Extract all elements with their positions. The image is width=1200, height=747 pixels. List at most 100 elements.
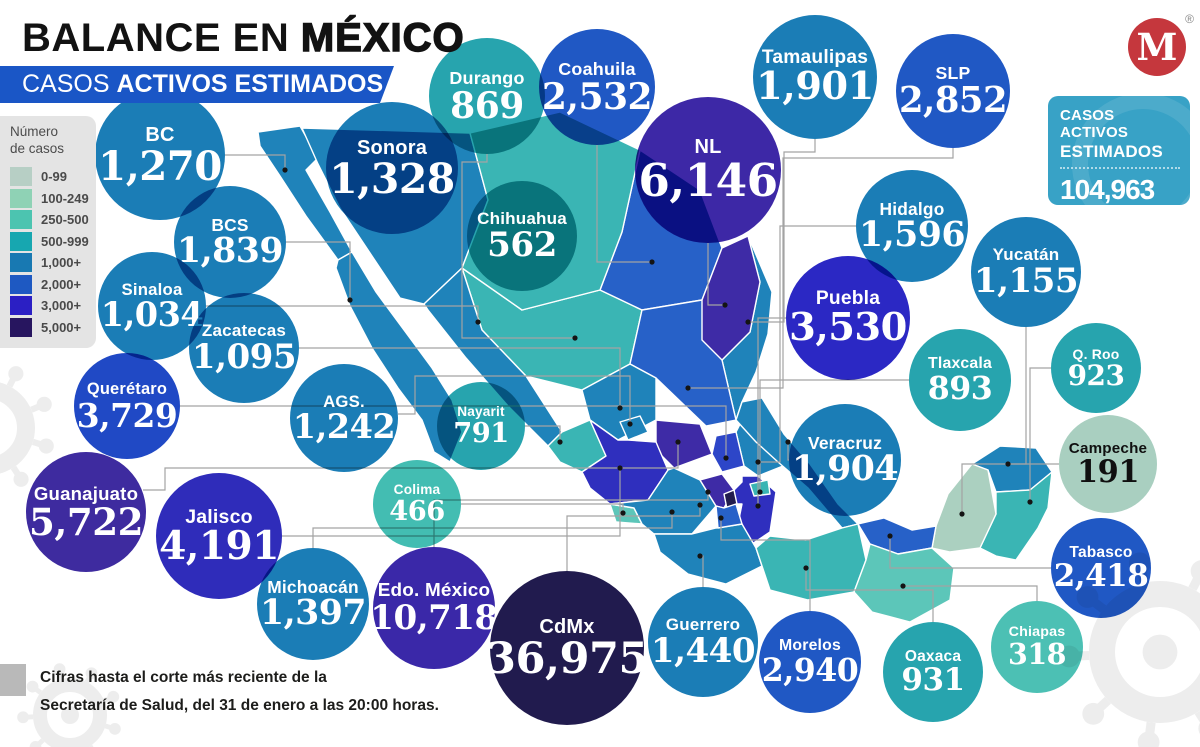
anchor-dot-colima bbox=[620, 510, 626, 516]
anchor-dot-yucatán bbox=[1005, 461, 1011, 467]
anchor-dot-slp bbox=[685, 385, 691, 391]
bubble-querétaro: Querétaro 3,729 bbox=[74, 353, 180, 459]
connector-q-roo bbox=[1029, 367, 1051, 502]
anchor-dot-jalisco bbox=[617, 465, 623, 471]
bubble-state-name: Nayarit bbox=[457, 404, 505, 420]
state-shape-nl bbox=[701, 235, 761, 361]
legend-item-3000: 3,000+ bbox=[10, 295, 96, 317]
bubble-circle bbox=[539, 29, 655, 145]
bubble-zacatecas: Zacatecas 1,095 bbox=[189, 293, 299, 403]
state-shape-ags- bbox=[619, 415, 649, 441]
bubble-circle bbox=[1051, 323, 1141, 413]
bubble-state-name: Tamaulipas bbox=[761, 47, 869, 69]
bubble-state-value: 1,242 bbox=[292, 407, 396, 447]
bubble-circle bbox=[896, 34, 1010, 148]
anchor-dot-coahuila bbox=[649, 259, 655, 265]
bubble-state-value: 1,155 bbox=[973, 261, 1079, 302]
bubble-state-value: 923 bbox=[1067, 358, 1125, 392]
state-shape-campeche bbox=[931, 463, 997, 553]
bubble-circle bbox=[373, 547, 495, 669]
bubble-circle bbox=[290, 364, 398, 472]
bubble-circle bbox=[490, 571, 644, 725]
anchor-dot-hidalgo bbox=[755, 459, 761, 465]
bubble-state-value: 1,095 bbox=[191, 337, 297, 378]
bubble-state-value: 1,270 bbox=[98, 141, 222, 190]
connector-bc bbox=[225, 154, 286, 170]
legend-label: 100-249 bbox=[41, 190, 89, 206]
bubble-state-name: Tlaxcala bbox=[928, 355, 992, 373]
legend-title: Número de casos bbox=[10, 124, 65, 156]
anchor-dot-q-roo bbox=[1027, 499, 1033, 505]
bubble-state-name: Chiapas bbox=[1008, 624, 1066, 641]
bubble-circle bbox=[883, 622, 983, 722]
legend-swatch bbox=[10, 231, 32, 251]
connector-tabasco bbox=[889, 536, 1051, 569]
bubble-state-name: Querétaro bbox=[86, 380, 168, 399]
bubble-state-value: 1,904 bbox=[791, 448, 899, 490]
bubble-colima: Colima 466 bbox=[373, 460, 461, 548]
bubble-state-value: 1,397 bbox=[259, 592, 367, 634]
bubble-state-name: Edo. México bbox=[377, 580, 491, 602]
bubble-circle bbox=[156, 473, 282, 599]
anchor-dot-durango bbox=[572, 335, 578, 341]
subtitle-regular: CASOS bbox=[22, 70, 117, 98]
legend-swatch bbox=[10, 296, 32, 315]
legend-label: 2,000+ bbox=[41, 276, 82, 292]
bubble-state-name: Morelos bbox=[779, 637, 841, 655]
state-shape-q-roo bbox=[979, 471, 1053, 561]
connector-guanajuato bbox=[143, 442, 679, 491]
connector-zacatecas bbox=[299, 347, 621, 408]
bubble-yucatán: Yucatán 1,155 bbox=[971, 217, 1081, 327]
connector-durango bbox=[461, 154, 575, 339]
legend-panel: Número de casos 0-99 100-249 250-500 500-99… bbox=[0, 116, 96, 348]
bubble-tamaulipas: Tamaulipas 1,901 bbox=[753, 15, 877, 139]
bubble-state-name: Coahuila bbox=[558, 58, 636, 79]
bubble-state-name: Durango bbox=[449, 67, 525, 88]
milenio-logo-icon: M bbox=[1128, 18, 1186, 76]
anchor-dot-nayarit bbox=[557, 439, 563, 445]
bubble-state-value: 1,596 bbox=[858, 214, 966, 256]
legend-rows: 0-99 100-249 250-500 500-999 1,000+ 2,000+ 3,0… bbox=[10, 166, 96, 338]
bubble-nl: NL 6,146 bbox=[635, 97, 781, 243]
bubble-michoacán: Michoacán 1,397 bbox=[257, 548, 369, 660]
legend-label: 250-500 bbox=[41, 212, 89, 227]
bubble-state-name: CdMx bbox=[539, 615, 595, 638]
bubble-state-name: BC bbox=[145, 123, 175, 146]
connector-ags- bbox=[398, 375, 631, 424]
anchor-dot-guanajuato bbox=[675, 439, 681, 445]
registered-mark: ® bbox=[1185, 12, 1194, 26]
title-bold: MÉXICO bbox=[300, 15, 465, 60]
connector-slp bbox=[688, 148, 954, 389]
anchor-dot-cdmx bbox=[697, 502, 703, 508]
bubble-circle bbox=[786, 256, 910, 380]
bubble-state-value: 931 bbox=[901, 661, 965, 698]
bubble-edo-méxico: Edo. México 10,718 bbox=[370, 547, 498, 669]
bubble-sonora: Sonora 1,328 bbox=[326, 102, 458, 234]
anchor-dot-zacatecas bbox=[617, 405, 623, 411]
legend-label: 0-99 bbox=[41, 169, 68, 184]
legend-item-5000: 5,000+ bbox=[10, 316, 96, 338]
bubble-circle bbox=[759, 611, 861, 713]
legend-label: 3,000+ bbox=[41, 298, 82, 313]
connector-bcs bbox=[286, 241, 351, 300]
anchor-dot-bcs bbox=[347, 297, 353, 303]
bubble-circle bbox=[635, 97, 781, 243]
legend-swatch bbox=[10, 317, 32, 337]
bubble-bc: BC 1,270 bbox=[95, 90, 225, 220]
legend-swatch bbox=[10, 210, 32, 229]
bubble-durango: Durango 869 bbox=[429, 38, 545, 154]
connector-nayarit bbox=[525, 425, 561, 442]
bubble-ags-: AGS. 1,242 bbox=[290, 364, 398, 472]
legend-swatch bbox=[10, 253, 32, 272]
legend-item-2000: 2,000+ bbox=[10, 273, 96, 295]
bubble-state-value: 869 bbox=[450, 84, 524, 127]
anchor-dot-campeche bbox=[959, 511, 965, 517]
dotted-separator bbox=[1060, 167, 1180, 170]
bubble-state-name: SLP bbox=[935, 63, 971, 84]
connector-michoacán bbox=[312, 512, 673, 548]
bubble-morelos: Morelos 2,940 bbox=[759, 611, 861, 713]
bubble-circle bbox=[189, 293, 299, 403]
bubble-state-name: Veracruz bbox=[808, 432, 882, 453]
bubble-circle bbox=[373, 460, 461, 548]
bubble-circle bbox=[257, 548, 369, 660]
